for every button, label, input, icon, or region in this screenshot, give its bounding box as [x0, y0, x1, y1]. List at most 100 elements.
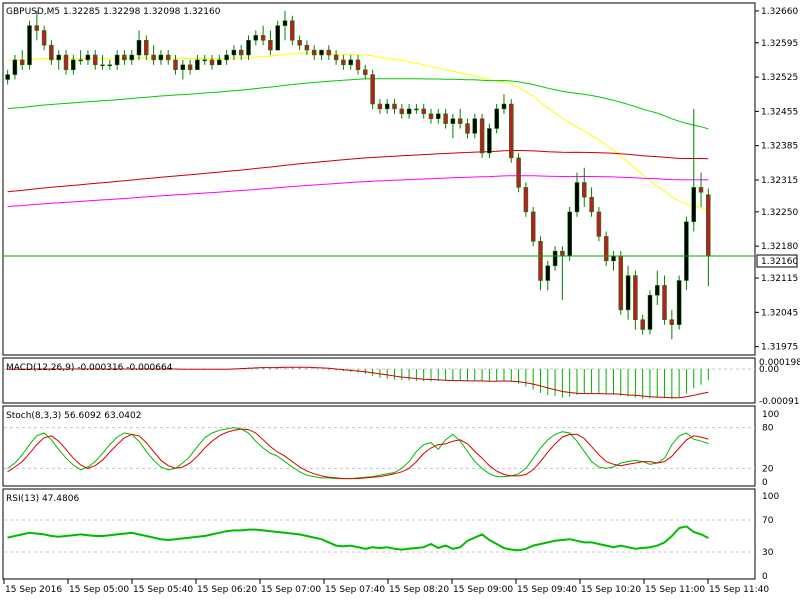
- time-tick-label: 15 Sep 05:40: [133, 585, 193, 595]
- rsi-tick-label: 0: [762, 572, 768, 582]
- candle-bear: [63, 54, 69, 70]
- candle-bear: [640, 319, 645, 330]
- rsi-header: RSI(13) 47.4806: [6, 494, 79, 504]
- candle-bull: [414, 108, 419, 111]
- candle-bull: [12, 59, 18, 75]
- candle-bear: [290, 20, 295, 41]
- main-chart-header: GBPUSD,M5 1.32285 1.32298 1.32098 1.3216…: [6, 7, 221, 17]
- candle-bull: [27, 25, 32, 66]
- price-tag: 1.32160: [761, 257, 798, 267]
- candle-bear: [209, 59, 215, 66]
- price-tick-label: 1.31975: [761, 343, 798, 353]
- macd-tick-label: 0.000198: [759, 358, 800, 368]
- price-tick-label: 1.32455: [761, 107, 798, 117]
- candle-bull: [217, 59, 222, 66]
- candle-bear: [41, 30, 47, 46]
- candle-bear: [151, 54, 156, 61]
- stoch-tick-label: 100: [762, 410, 779, 420]
- candle-bear: [596, 211, 602, 237]
- candle-bull: [202, 59, 207, 62]
- macd-tick-label: 0.00: [759, 365, 779, 375]
- candle-bear: [297, 40, 302, 46]
- candle-bear: [530, 211, 536, 242]
- candle-bull: [684, 221, 689, 281]
- candle-bull: [611, 255, 616, 262]
- candle-bear: [34, 25, 40, 31]
- stoch-plot: [7, 427, 709, 480]
- time-tick-label: 15 Sep 09:40: [517, 585, 577, 595]
- candle-bull: [224, 54, 229, 61]
- time-tick-label: 15 Sep 08:20: [389, 585, 449, 595]
- candle-bull: [348, 59, 353, 66]
- stoch-tick-label: 80: [762, 424, 774, 434]
- candle-bull: [136, 40, 142, 56]
- rsi-plot: [7, 525, 709, 552]
- candle-bull: [574, 182, 580, 213]
- ma-mid-line: [7, 78, 709, 130]
- price-tick-label: 1.32525: [761, 73, 798, 83]
- candle-bull: [85, 54, 91, 61]
- price-tick-label: 1.32660: [761, 7, 798, 17]
- rsi-tick-label: 70: [762, 516, 774, 526]
- candle-bear: [662, 285, 667, 320]
- candles[interactable]: [5, 10, 711, 340]
- macd-plot: [7, 366, 709, 399]
- candle-bear: [698, 187, 704, 193]
- time-tick-label: 15 Sep 07:00: [261, 585, 321, 595]
- time-tick-label: 15 Sep 11:00: [645, 585, 705, 595]
- candle-bear: [457, 118, 463, 124]
- stoch-panel-frame: [2, 405, 756, 487]
- candle-bear: [165, 54, 171, 61]
- candle-bear: [633, 275, 638, 320]
- candle-bull: [246, 40, 251, 56]
- candle-bear: [355, 59, 361, 70]
- candle-bear: [187, 64, 193, 70]
- candle-bull: [567, 211, 572, 257]
- main-panel-frame: [2, 2, 756, 356]
- candle-bull: [100, 64, 105, 67]
- candle-bear: [582, 182, 587, 198]
- candle-bull: [501, 103, 507, 110]
- candle-bull: [114, 54, 120, 66]
- candle-bull: [5, 74, 10, 80]
- candle-bear: [92, 54, 98, 66]
- rsi-line: [7, 525, 709, 552]
- candle-bear: [523, 187, 529, 213]
- grid-layer: [4, 368, 755, 553]
- candle-bull: [78, 59, 83, 62]
- candle-bull: [406, 108, 412, 115]
- candle-bear: [421, 108, 426, 115]
- candle-bear: [392, 103, 397, 110]
- candle-bear: [377, 103, 383, 110]
- candle-bear: [341, 59, 346, 66]
- price-tick-label: 1.32385: [761, 142, 798, 152]
- candle-bear: [399, 108, 405, 115]
- candle-bull: [450, 118, 456, 124]
- candle-bear: [304, 44, 310, 51]
- stoch-tick-label: 0: [762, 478, 768, 488]
- candle-bear: [363, 69, 368, 75]
- ma-slowest-line: [7, 175, 709, 207]
- candle-bull: [71, 59, 76, 70]
- candle-bull: [384, 103, 390, 110]
- candle-bear: [509, 103, 514, 159]
- candle-bear: [326, 49, 332, 56]
- macd-panel-frame: [2, 357, 756, 404]
- candle-bull: [282, 20, 288, 26]
- candle-bull: [655, 285, 660, 296]
- candle-bull: [676, 280, 682, 325]
- candle-bear: [603, 236, 609, 262]
- price-tag-box: [756, 254, 798, 268]
- candle-bear: [589, 196, 594, 213]
- candle-bull: [129, 54, 134, 61]
- candle-bull: [494, 108, 499, 129]
- candle-bear: [144, 40, 149, 56]
- time-tick-label: 15 Sep 2016: [5, 585, 62, 595]
- candle-bull: [472, 118, 478, 134]
- time-tick-label: 15 Sep 10:20: [581, 585, 641, 595]
- candle-bear: [173, 59, 178, 70]
- candle-bull: [647, 294, 653, 330]
- candle-bull: [231, 49, 237, 56]
